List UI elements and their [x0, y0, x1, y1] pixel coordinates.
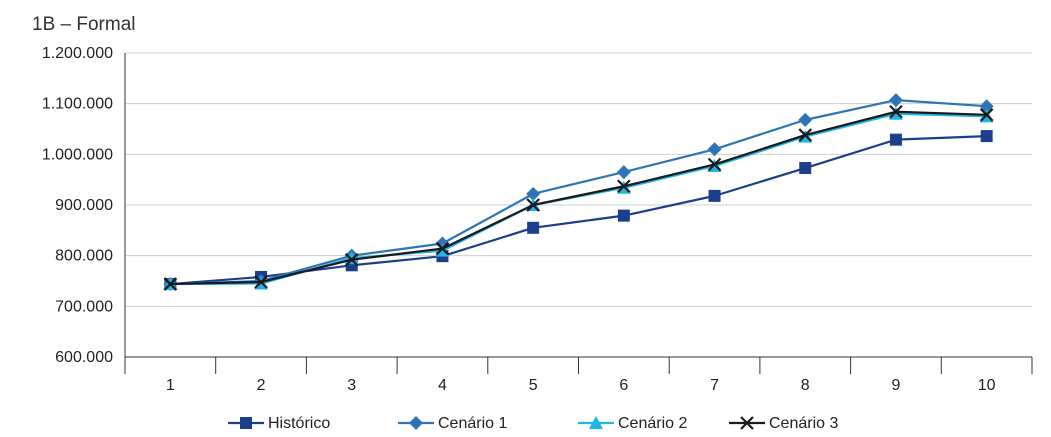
y-tick-label: 900.000 — [55, 197, 113, 214]
y-tick-label: 600.000 — [55, 349, 113, 366]
data-point — [616, 165, 631, 180]
series-line — [170, 99, 987, 286]
x-tick-label: 2 — [257, 377, 266, 394]
data-point — [254, 275, 268, 289]
series-line — [170, 112, 987, 286]
x-marker-stroke — [254, 275, 268, 289]
data-point — [163, 277, 178, 291]
x-marker-stroke — [163, 277, 178, 291]
x-marker-stroke — [526, 198, 540, 212]
x-marker-stroke — [889, 104, 903, 119]
x-tick-label: 5 — [529, 377, 538, 394]
data-point — [798, 112, 813, 127]
y-tick-label: 1.200.000 — [42, 45, 113, 62]
x-marker-stroke — [979, 108, 994, 122]
data-point — [527, 221, 540, 234]
legend-marker — [240, 417, 252, 429]
data-point — [526, 198, 540, 212]
axes: 600.000 700.000 800.000 900.000 1.000.000 1.1… — [42, 45, 1033, 394]
x-tick-label: 6 — [619, 377, 628, 394]
data-point — [435, 241, 450, 256]
legend-marker — [409, 416, 423, 430]
legend-marker — [740, 416, 754, 430]
x-tick-label: 9 — [891, 377, 900, 394]
data-point — [979, 108, 994, 122]
x-marker-stroke — [707, 157, 722, 172]
data-point — [798, 128, 813, 142]
data-point — [979, 99, 994, 114]
x-tick-label: 10 — [978, 377, 996, 394]
y-tick-label: 700.000 — [55, 298, 113, 315]
y-tick-label: 800.000 — [55, 248, 113, 265]
x-marker-stroke — [740, 416, 754, 430]
data-point — [617, 209, 630, 222]
x-tick-label: 8 — [801, 377, 810, 394]
x-marker-stroke — [617, 179, 631, 194]
data-point — [980, 130, 993, 143]
x-marker-stroke — [798, 128, 813, 142]
y-tick-label: 1.000.000 — [42, 146, 113, 163]
data-point — [707, 142, 722, 157]
legend-label: Histórico — [268, 415, 330, 432]
chart-title: 1B – Formal — [32, 14, 135, 35]
data-point — [889, 133, 902, 146]
data-point — [344, 252, 359, 267]
x-tick-label: 1 — [166, 377, 175, 394]
x-tick-label: 3 — [347, 377, 356, 394]
legend-label: Cenário 3 — [769, 415, 838, 432]
x-tick-label: 7 — [710, 377, 719, 394]
series-diamond — [163, 93, 994, 292]
x-marker-stroke — [344, 252, 359, 267]
legend-item: Cenário 2 — [578, 415, 687, 432]
series-triangle — [163, 106, 994, 291]
data-point — [888, 93, 903, 108]
legend-label: Cenário 2 — [618, 415, 687, 432]
data-point — [707, 157, 722, 172]
data-point — [708, 189, 721, 202]
legend-label: Cenário 1 — [438, 415, 507, 432]
legend-item: Histórico — [228, 415, 330, 432]
data-point — [799, 162, 812, 175]
legend-item: Cenário 3 — [729, 415, 838, 432]
legend-item: Cenário 1 — [398, 415, 507, 432]
legend: Histórico Cenário 1 Cenário 2 Cenário 3 — [228, 415, 838, 432]
y-tick-label: 1.100.000 — [42, 96, 113, 113]
series-lines — [163, 93, 994, 292]
series-x — [163, 104, 994, 291]
series-line — [170, 110, 987, 286]
legend-marker — [589, 416, 603, 429]
data-point — [617, 179, 631, 194]
data-point — [526, 186, 541, 201]
data-point — [889, 104, 903, 119]
x-marker-stroke — [435, 241, 450, 256]
x-tick-label: 4 — [438, 377, 447, 394]
series-line — [170, 134, 987, 286]
grid-lines — [125, 52, 1032, 307]
